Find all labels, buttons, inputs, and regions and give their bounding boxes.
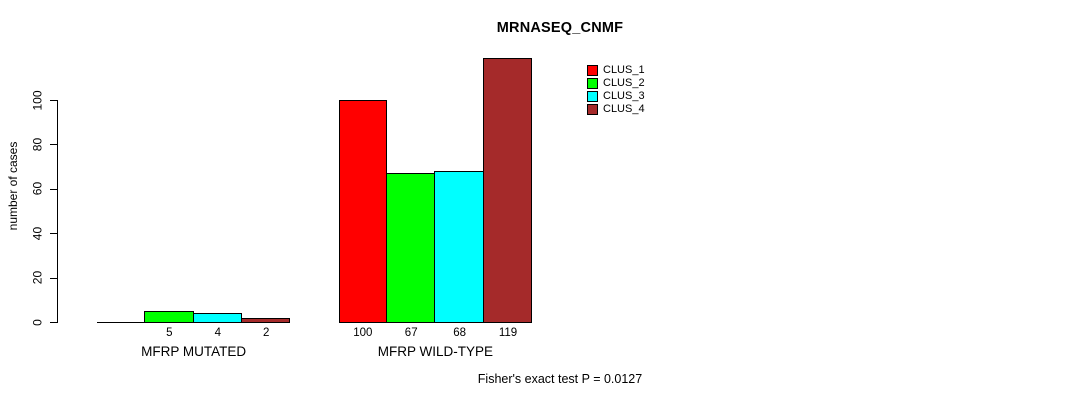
y-axis-line: [57, 100, 58, 323]
bar-CLUS_4: [482, 57, 533, 323]
bar-CLUS_4: [241, 317, 291, 323]
bar-value-label: 67: [404, 327, 418, 339]
y-axis-tick-label: 40: [30, 226, 45, 240]
legend-color-swatch: [587, 103, 598, 115]
bar-value-label: 5: [166, 327, 173, 339]
legend: CLUS_1 CLUS_2 CLUS_3 CLUS_4: [587, 65, 645, 117]
y-axis-tick: [50, 322, 57, 323]
bar-CLUS_2: [386, 173, 436, 323]
bar-value-label: 4: [214, 327, 221, 339]
y-axis-tick: [50, 100, 57, 101]
y-axis-tick-label: 20: [30, 270, 45, 285]
bar-value-label: 2: [262, 327, 270, 339]
legend-item-label: CLUS_3: [603, 89, 645, 102]
y-axis-tick-label: 0: [30, 318, 45, 326]
bar-value-label: 68: [453, 327, 466, 339]
bar-CLUS_2: [144, 310, 194, 323]
y-axis-tick: [50, 144, 57, 146]
legend-color-swatch: [587, 65, 598, 76]
legend-color-swatch: [587, 77, 598, 89]
y-axis-tick-label: 100: [30, 89, 45, 111]
bar-CLUS_3: [434, 171, 484, 323]
legend-item: CLUS_2: [587, 76, 645, 89]
bar-CLUS_1: [338, 100, 387, 323]
bar-value-label: [97, 327, 145, 340]
legend-item-label: CLUS_1: [603, 64, 645, 76]
y-axis-tick: [50, 277, 57, 279]
legend-item-label: CLUS_4: [603, 102, 645, 115]
legend-item: CLUS_1: [587, 65, 645, 76]
y-axis-tick: [50, 233, 57, 235]
legend-item: CLUS_4: [587, 102, 645, 115]
y-axis-label: number of cases: [6, 141, 20, 231]
x-group-label: MFRP MUTATED: [141, 344, 247, 359]
chart-title: MRNASEQ_CNMF: [496, 20, 624, 36]
bar-CLUS_3: [192, 313, 242, 323]
y-axis-tick-label: 80: [30, 137, 45, 152]
legend-item-label: CLUS_2: [603, 76, 645, 89]
bar-value-label: 100: [353, 327, 373, 339]
bar-CLUS_1: [96, 322, 146, 323]
x-group-label: MFRP WILD-TYPE: [377, 344, 494, 359]
y-axis-tick-label: 60: [30, 182, 45, 196]
bar-value-label: 119: [498, 327, 518, 339]
legend-color-swatch: [587, 90, 598, 102]
legend-item: CLUS_3: [587, 89, 645, 102]
annotation-text: Fisher's exact test P = 0.0127: [477, 372, 643, 386]
y-axis-tick: [50, 188, 57, 190]
